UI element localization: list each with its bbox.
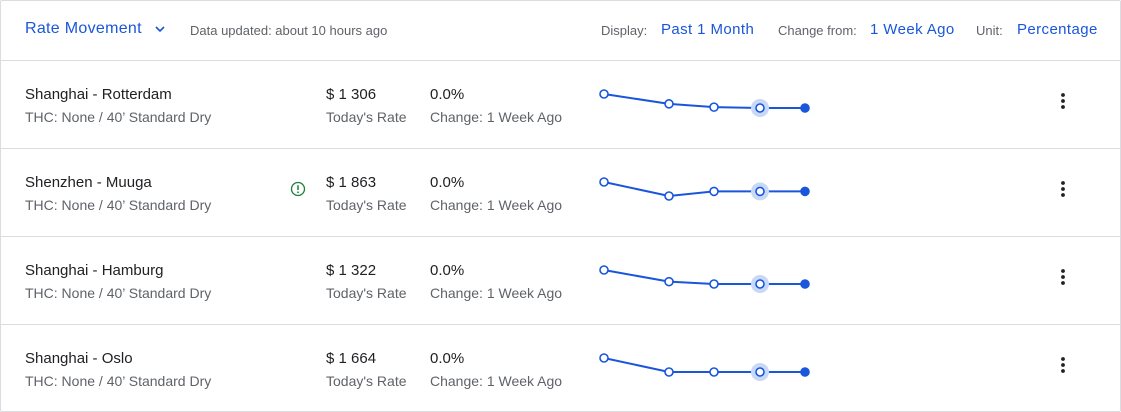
card-title: Rate Movement [25,20,142,37]
trend-point [800,279,810,289]
trend-point [709,102,719,112]
route-name: Shanghai - Oslo [25,350,133,367]
change-value: 0.0% [430,262,465,279]
change-label: Change: 1 Week Ago [430,109,563,125]
todays-rate-label: Today's Rate [326,197,407,213]
todays-rate-label: Today's Rate [326,109,407,125]
trend-point [800,367,810,377]
change-label: Change: 1 Week Ago [430,373,563,389]
route-name: Shanghai - Rotterdam [25,86,172,103]
thc-info: THC: None / 40’ Standard Dry [25,197,212,213]
trend-point [599,265,609,275]
warning-icon[interactable] [290,181,306,197]
trend-point [755,279,765,289]
trend-point [800,103,810,113]
table-row[interactable]: Shenzhen - Muuga THC: None / 40’ Standard… [1,149,1120,237]
rate-movement-dropdown[interactable]: Rate Movement [25,20,166,38]
thc-info: THC: None / 40’ Standard Dry [25,285,212,301]
rate-trend-sparkline [599,177,810,201]
change-label: Change: 1 Week Ago [430,197,563,213]
trend-line [603,181,805,198]
trend-point [664,99,674,109]
rate-trend-sparkline [599,89,810,117]
trend-line [603,269,805,285]
more-vert-icon[interactable] [1053,179,1073,199]
card-header: Rate Movement Data updated: about 10 hou… [1,1,1120,61]
change-value: 0.0% [430,350,465,367]
todays-rate-label: Today's Rate [326,285,407,301]
route-name: Shanghai - Hamburg [25,262,164,279]
todays-rate-value: $ 1 322 [326,262,377,279]
trend-line [603,93,805,109]
thc-info: THC: None / 40’ Standard Dry [25,109,212,125]
change-from-label: Change from: [778,23,857,38]
more-vert-icon[interactable] [1053,91,1073,111]
trend-line [603,357,805,373]
display-select[interactable]: Past 1 Month [661,21,755,38]
route-name: Shenzhen - Muuga [25,174,152,191]
change-from-select[interactable]: 1 Week Ago [870,21,955,38]
unit-label: Unit: [976,23,1003,38]
display-label: Display: [601,23,648,38]
table-row[interactable]: Shanghai - Hamburg THC: None / 40’ Standa… [1,237,1120,325]
trend-point [709,279,719,289]
trend-point [599,177,609,187]
rate-trend-sparkline [599,265,810,293]
unit-select[interactable]: Percentage [1017,21,1098,38]
table-row[interactable]: Shanghai - Oslo THC: None / 40’ Standard … [1,325,1120,412]
todays-rate-value: $ 1 306 [326,86,377,103]
more-vert-icon[interactable] [1053,267,1073,287]
trend-point [709,186,719,197]
more-vert-icon[interactable] [1053,355,1073,375]
trend-point [599,353,609,363]
change-label: Change: 1 Week Ago [430,285,563,301]
todays-rate-value: $ 1 863 [326,174,377,191]
data-updated-text: Data updated: about 10 hours ago [190,23,388,38]
trend-point [755,367,765,377]
table-row[interactable]: Shanghai - Rotterdam THC: None / 40’ Stan… [1,61,1120,149]
trend-point [709,367,719,377]
todays-rate-value: $ 1 664 [326,350,377,367]
todays-rate-label: Today's Rate [326,373,407,389]
trend-point [755,186,765,197]
change-value: 0.0% [430,174,465,191]
trend-point [664,276,674,287]
thc-info: THC: None / 40’ Standard Dry [25,373,212,389]
trend-point [664,191,674,201]
rate-trend-sparkline [599,353,810,381]
chevron-down-icon [155,26,165,33]
change-value: 0.0% [430,86,465,103]
trend-point [755,103,765,113]
trend-point [599,89,609,99]
trend-point [800,186,810,197]
trend-point [664,367,674,377]
